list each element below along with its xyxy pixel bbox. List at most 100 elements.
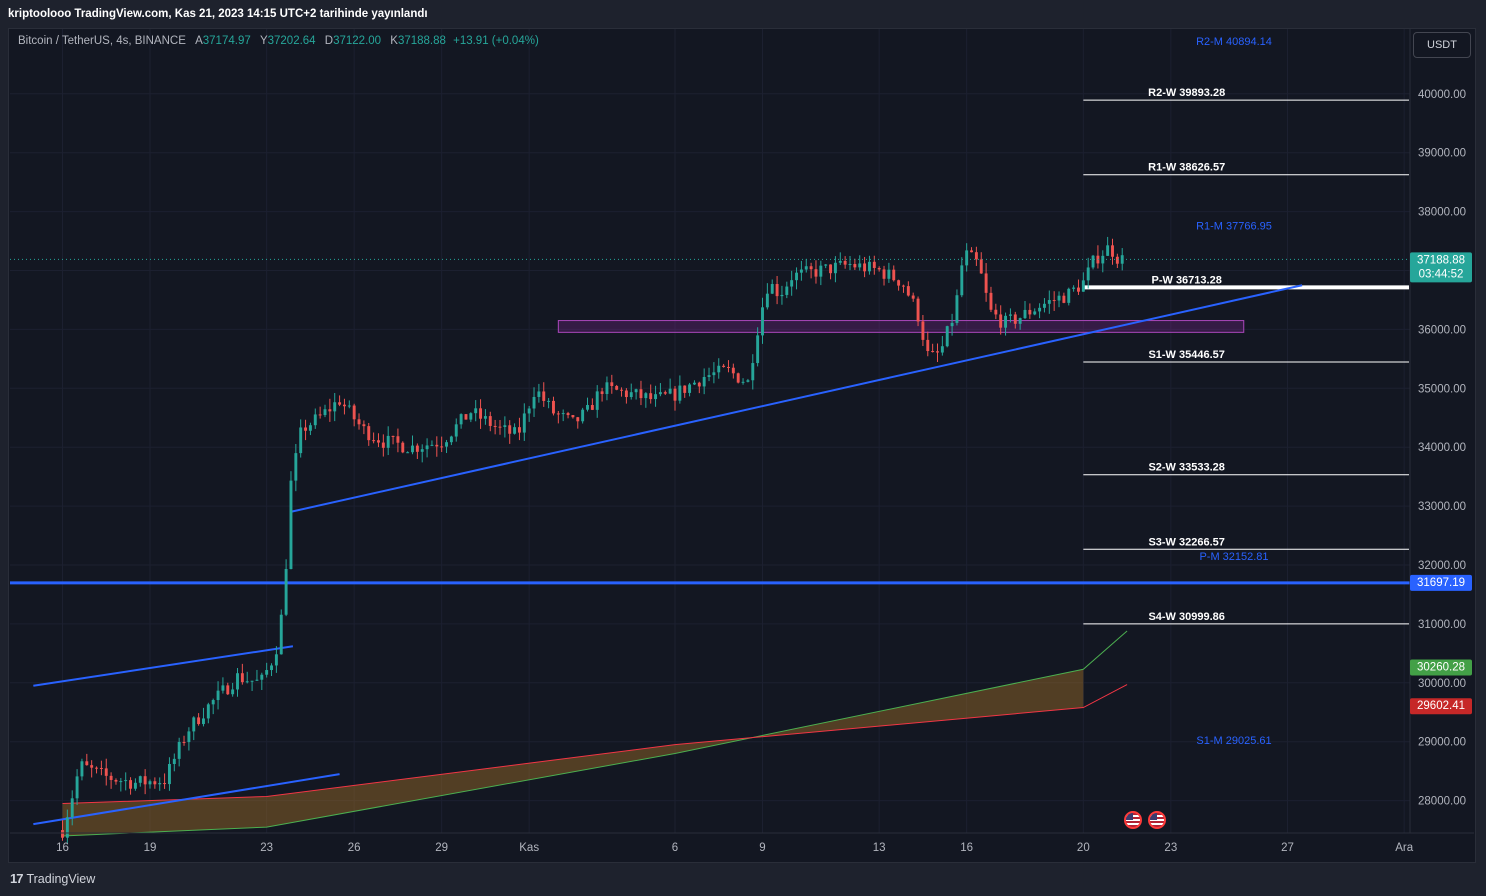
candle-body — [328, 409, 332, 412]
zone-rect — [557, 320, 1245, 333]
candle-body — [663, 392, 667, 394]
candle-body — [289, 480, 293, 570]
candle-body — [1008, 314, 1012, 316]
candle-body — [206, 704, 210, 719]
candle-body — [449, 436, 453, 443]
candle-body — [454, 424, 458, 437]
time-tick-label: 13 — [873, 842, 886, 854]
trendline[interactable] — [289, 284, 1303, 513]
candle-body — [887, 269, 891, 279]
candle-body — [863, 263, 867, 272]
level-price-label-text: 31697.19 — [1417, 577, 1465, 589]
candle-body — [1067, 288, 1071, 303]
time-tick-label: 27 — [1281, 842, 1294, 854]
candle-body — [829, 264, 833, 274]
cloud-green-label-box — [1410, 659, 1472, 676]
candle-body — [313, 414, 317, 426]
candle-body — [517, 427, 521, 433]
candle-body — [654, 394, 658, 400]
symbol-name[interactable]: Bitcoin / TetherUS, 4s, BINANCE — [18, 35, 186, 47]
candle-body — [1033, 311, 1037, 315]
candle-body — [61, 830, 64, 838]
candle-body — [702, 377, 706, 387]
low-label: D — [324, 35, 334, 47]
candle-body — [838, 260, 842, 263]
time-axis[interactable]: 16 19 23 26 29 Kas 6 9 13 16 20 23 27 Ara — [10, 832, 1474, 854]
candle-body — [99, 767, 103, 769]
us-flag-icon[interactable] — [1148, 811, 1166, 829]
price-tick-label: 32000.00 — [1418, 560, 1466, 572]
candle-body — [566, 413, 570, 416]
trendline[interactable] — [33, 773, 340, 826]
candle-body — [931, 351, 935, 353]
tradingview-logo[interactable]: 17 TradingView — [10, 871, 95, 886]
candle-body — [799, 269, 803, 273]
pivot-label-monthly: R1-M 37766.95 — [1196, 220, 1272, 232]
price-tick-label: 38000.00 — [1418, 207, 1466, 219]
candle-body — [974, 252, 978, 260]
pivot-label-weekly: S3-W 32266.57 — [1148, 536, 1224, 548]
candle-body — [1077, 287, 1080, 292]
candle-body — [459, 414, 463, 425]
time-tick-label: 29 — [435, 842, 448, 854]
time-tick-label: Kas — [519, 842, 539, 854]
candle-body — [965, 250, 969, 266]
candle-body — [493, 425, 497, 427]
trendline[interactable] — [33, 645, 294, 687]
candle-body — [1096, 255, 1100, 264]
candle-body — [697, 382, 701, 387]
candle-body — [464, 414, 468, 420]
candle-body — [644, 393, 648, 399]
trendlines[interactable] — [33, 284, 1303, 826]
price-axis[interactable]: 28000.00 29000.00 30000.00 31000.00 32000.00… — [1409, 29, 1466, 833]
candle-body — [513, 427, 517, 434]
candle-body — [673, 388, 677, 401]
candle-body — [581, 409, 585, 422]
candle-body — [172, 758, 176, 764]
candle-body — [85, 761, 89, 766]
candle-body — [576, 417, 580, 422]
candle-body — [678, 385, 682, 401]
currency-button[interactable]: USDT — [1413, 32, 1471, 58]
candle-body — [746, 380, 750, 382]
candle-body — [148, 781, 152, 785]
candle-body — [1038, 307, 1042, 312]
candle-body — [138, 776, 142, 783]
candle-body — [1091, 255, 1095, 268]
candle-body — [143, 776, 147, 785]
candle-body — [1047, 300, 1051, 304]
candle-body — [1057, 295, 1061, 301]
candle-body — [649, 393, 653, 400]
candle-body — [970, 250, 973, 253]
cloud-fill — [62, 669, 1084, 836]
candle-body — [926, 339, 930, 352]
candle-body — [1023, 309, 1027, 319]
us-flag-icon[interactable] — [1124, 811, 1142, 829]
candle-body — [571, 415, 575, 418]
candle-body — [435, 444, 439, 447]
candle-body — [129, 780, 133, 789]
candle-body — [736, 373, 740, 383]
candle-body — [1106, 245, 1110, 256]
candle-body — [522, 413, 526, 433]
time-tick-label: 9 — [759, 842, 765, 854]
candle-body — [994, 309, 998, 315]
candle-body — [231, 689, 235, 695]
candle-body — [527, 408, 531, 414]
candle-body — [153, 781, 157, 785]
candle-body — [1042, 303, 1046, 308]
price-tick-label: 29000.00 — [1418, 737, 1466, 749]
change-value: +13.91 (+0.04%) — [453, 35, 539, 47]
ichimoku-cloud — [62, 630, 1128, 837]
candle-body — [80, 761, 84, 777]
candle-body — [819, 265, 823, 277]
candle-body — [590, 405, 594, 410]
close-label: K — [390, 35, 398, 47]
candle-body — [279, 614, 283, 655]
high-value: 37202.64 — [267, 35, 316, 47]
chart-frame[interactable] — [8, 28, 1476, 863]
candle-body — [338, 402, 342, 405]
candle-body — [245, 681, 249, 683]
candle-body — [561, 413, 565, 415]
